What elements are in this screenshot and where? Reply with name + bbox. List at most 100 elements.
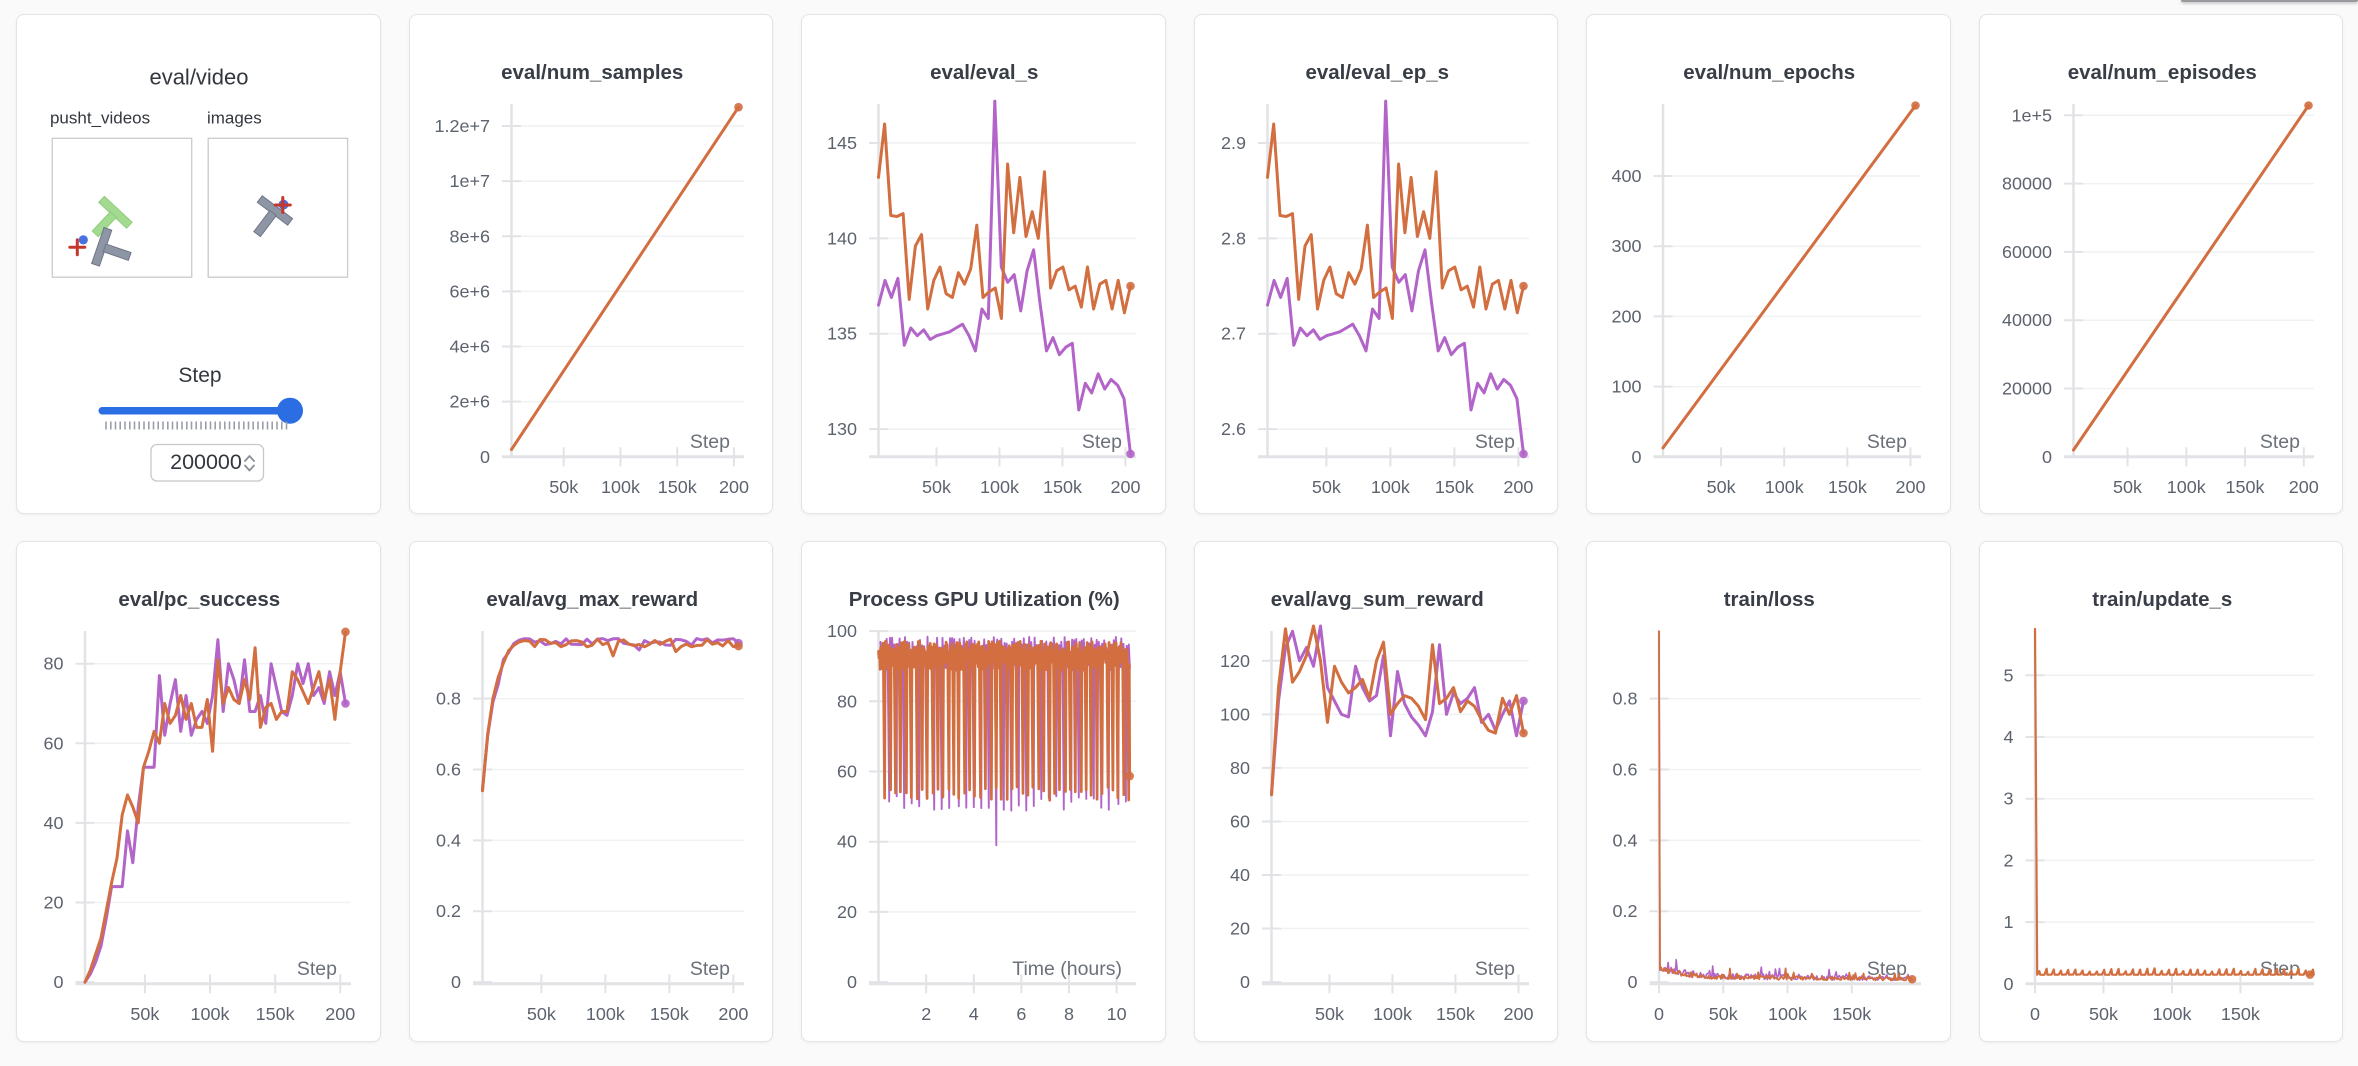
svg-text:2e+6: 2e+6: [449, 391, 490, 411]
svg-text:0.4: 0.4: [435, 831, 460, 851]
svg-text:150k: 150k: [657, 476, 697, 496]
svg-text:6e+6: 6e+6: [449, 281, 490, 301]
svg-text:4: 4: [2003, 727, 2013, 747]
svg-text:0.2: 0.2: [1612, 902, 1637, 922]
svg-text:6: 6: [1016, 1004, 1026, 1024]
svg-text:20000: 20000: [2001, 378, 2051, 398]
svg-text:0.4: 0.4: [1612, 831, 1637, 851]
svg-text:60: 60: [837, 762, 857, 782]
svg-text:80: 80: [837, 692, 857, 712]
svg-text:130: 130: [827, 419, 857, 439]
svg-text:0.6: 0.6: [1612, 760, 1637, 780]
svg-text:60000: 60000: [2001, 241, 2051, 261]
svg-text:eval/avg_max_reward: eval/avg_max_reward: [486, 588, 698, 611]
svg-text:60: 60: [1229, 812, 1249, 832]
svg-text:1e+5: 1e+5: [2011, 105, 2052, 125]
svg-text:200000: 200000: [170, 449, 242, 473]
svg-text:200: 200: [1503, 1004, 1533, 1024]
svg-text:100k: 100k: [1765, 476, 1805, 496]
svg-text:4e+6: 4e+6: [449, 336, 490, 356]
svg-text:100: 100: [1611, 376, 1641, 396]
svg-text:train/update_s: train/update_s: [2092, 588, 2232, 611]
svg-text:2: 2: [2003, 851, 2013, 871]
svg-text:100k: 100k: [600, 476, 640, 496]
svg-text:60: 60: [43, 734, 63, 754]
svg-text:0.8: 0.8: [1612, 689, 1637, 709]
svg-text:150k: 150k: [2225, 476, 2265, 496]
svg-text:150k: 150k: [1043, 476, 1083, 496]
svg-text:50k: 50k: [130, 1004, 160, 1024]
svg-text:100k: 100k: [1372, 1004, 1412, 1024]
svg-text:0: 0: [2029, 1004, 2039, 1024]
svg-text:150k: 150k: [2220, 1004, 2260, 1024]
svg-text:Step: Step: [689, 430, 729, 452]
svg-text:150k: 150k: [649, 1004, 689, 1024]
svg-text:100k: 100k: [2152, 1004, 2192, 1024]
svg-text:0: 0: [1654, 1004, 1664, 1024]
svg-text:100k: 100k: [191, 1004, 231, 1024]
svg-text:40: 40: [1229, 865, 1249, 885]
svg-text:150k: 150k: [256, 1004, 296, 1024]
svg-text:eval/num_episodes: eval/num_episodes: [2067, 60, 2256, 83]
svg-text:40000: 40000: [2001, 310, 2051, 330]
svg-text:Step: Step: [2259, 430, 2299, 452]
svg-text:0: 0: [1627, 972, 1637, 992]
svg-text:2.6: 2.6: [1220, 419, 1245, 439]
svg-text:Step: Step: [2259, 958, 2299, 980]
svg-text:150k: 150k: [1832, 1004, 1872, 1024]
svg-text:0: 0: [1631, 446, 1641, 466]
svg-text:150k: 150k: [1434, 476, 1474, 496]
svg-text:1: 1: [2003, 912, 2013, 932]
svg-text:2.9: 2.9: [1220, 133, 1245, 153]
svg-text:Step: Step: [1474, 430, 1514, 452]
svg-text:40: 40: [43, 813, 63, 833]
svg-text:eval/num_epochs: eval/num_epochs: [1683, 60, 1855, 83]
svg-text:0: 0: [2003, 974, 2013, 994]
svg-text:145: 145: [827, 133, 857, 153]
svg-text:50k: 50k: [2088, 1004, 2118, 1024]
svg-text:200: 200: [718, 1004, 748, 1024]
svg-text:eval/eval_ep_s: eval/eval_ep_s: [1305, 60, 1449, 83]
svg-text:200: 200: [2288, 476, 2318, 496]
svg-text:100k: 100k: [1768, 1004, 1808, 1024]
svg-text:200: 200: [718, 476, 748, 496]
svg-text:100k: 100k: [980, 476, 1020, 496]
svg-text:Time (hours): Time (hours): [1012, 958, 1122, 980]
svg-text:20: 20: [1229, 919, 1249, 939]
svg-text:Step: Step: [1082, 430, 1122, 452]
svg-text:50k: 50k: [526, 1004, 556, 1024]
svg-text:50k: 50k: [1707, 476, 1737, 496]
svg-text:20: 20: [837, 902, 857, 922]
svg-text:0: 0: [450, 972, 460, 992]
svg-text:Process GPU Utilization (%): Process GPU Utilization (%): [849, 588, 1120, 611]
svg-text:eval/pc_success: eval/pc_success: [118, 588, 280, 611]
svg-text:200: 200: [1895, 476, 1925, 496]
svg-text:train/loss: train/loss: [1724, 588, 1815, 611]
svg-text:0: 0: [479, 446, 489, 466]
svg-text:Step: Step: [689, 958, 729, 980]
svg-text:1e+7: 1e+7: [449, 171, 490, 191]
svg-text:150k: 150k: [1435, 1004, 1475, 1024]
svg-text:0: 0: [2041, 446, 2051, 466]
svg-text:images: images: [207, 108, 262, 127]
svg-text:300: 300: [1611, 236, 1641, 256]
svg-text:eval/avg_sum_reward: eval/avg_sum_reward: [1270, 588, 1483, 611]
svg-text:80: 80: [43, 654, 63, 674]
svg-text:0.6: 0.6: [435, 760, 460, 780]
svg-text:400: 400: [1611, 165, 1641, 185]
svg-text:Step: Step: [1867, 430, 1907, 452]
svg-text:50k: 50k: [1709, 1004, 1739, 1024]
svg-text:200: 200: [1611, 306, 1641, 326]
svg-text:100k: 100k: [1370, 476, 1410, 496]
svg-text:20: 20: [43, 893, 63, 913]
svg-text:5: 5: [2003, 666, 2013, 686]
svg-text:100: 100: [827, 621, 857, 641]
svg-text:0: 0: [847, 972, 857, 992]
svg-text:200: 200: [1503, 476, 1533, 496]
svg-text:0: 0: [1239, 972, 1249, 992]
svg-text:eval/video: eval/video: [150, 64, 249, 89]
svg-text:Step: Step: [178, 363, 221, 386]
svg-text:2.7: 2.7: [1220, 323, 1245, 343]
svg-text:200: 200: [1110, 476, 1140, 496]
svg-text:100k: 100k: [2166, 476, 2206, 496]
